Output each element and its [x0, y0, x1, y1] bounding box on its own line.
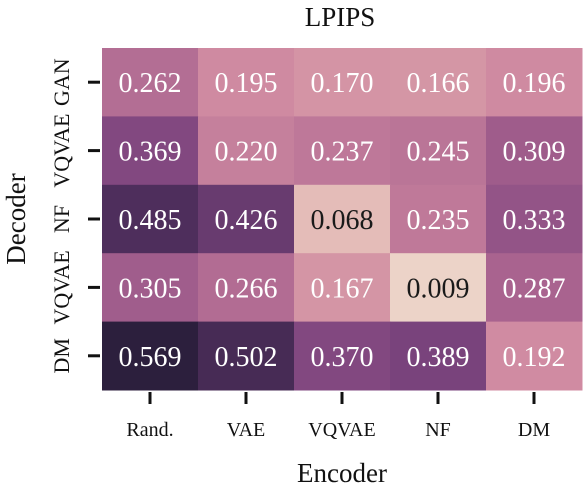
- x-axis-label: Encoder: [297, 458, 387, 488]
- y-tick-label: VQVAE: [49, 250, 74, 324]
- chart-title: LPIPS: [305, 2, 376, 32]
- heatmap-cell: [390, 48, 487, 117]
- cell-value-label: 0.235: [407, 205, 470, 236]
- y-axis: GAN VQVAE NF VQVAE DM: [49, 58, 100, 374]
- heatmap-cells: 0.262 0.195 0.170 0.166 0.196 0.369 0.220 0.237…: [102, 48, 583, 391]
- cell-value-label: 0.166: [407, 68, 470, 99]
- cell-value-label: 0.245: [407, 137, 470, 168]
- cell-value-label: 0.426: [215, 205, 278, 236]
- cell-value-label: 0.068: [311, 205, 374, 236]
- cell-value-label: 0.333: [503, 205, 566, 236]
- heatmap-cell: [294, 253, 391, 323]
- heatmap-cell: [198, 48, 295, 117]
- heatmap-cell: [102, 253, 199, 323]
- heatmap-cell: [486, 184, 583, 254]
- heatmap-cell: [390, 253, 487, 323]
- x-tick-label: VAE: [227, 419, 266, 441]
- cell-value-label: 0.389: [407, 342, 470, 373]
- heatmap-cell: [102, 48, 199, 117]
- cell-value-label: 0.220: [215, 137, 278, 168]
- cell-value-label: 0.569: [119, 342, 182, 373]
- y-tick-label: NF: [49, 205, 74, 233]
- y-tick-label: GAN: [49, 58, 74, 106]
- heatmap-cell: [486, 48, 583, 117]
- cell-value-label: 0.266: [215, 273, 278, 304]
- cell-value-label: 0.195: [215, 68, 278, 99]
- cell-value-label: 0.305: [119, 273, 182, 304]
- heatmap-cell: [390, 116, 487, 186]
- cell-value-label: 0.370: [311, 342, 374, 373]
- x-tick-label: NF: [425, 419, 451, 441]
- heatmap-cell: [486, 321, 583, 391]
- heatmap-cell: [198, 184, 295, 254]
- heatmap-cell: [198, 321, 295, 391]
- heatmap-cell: [486, 116, 583, 186]
- heatmap-cell: [198, 253, 295, 323]
- heatmap-cell: [294, 321, 391, 391]
- cell-value-label: 0.237: [311, 137, 374, 168]
- cell-value-label: 0.262: [119, 68, 182, 99]
- y-axis-label: Decoder: [1, 173, 31, 264]
- cell-value-label: 0.287: [503, 273, 566, 304]
- heatmap-cell: [486, 253, 583, 323]
- heatmap-cell: [390, 184, 487, 254]
- heatmap-cell: [294, 116, 391, 186]
- x-tick-label: Rand.: [126, 419, 173, 441]
- heatmap-cell: [102, 116, 199, 186]
- cell-value-label: 0.170: [311, 68, 374, 99]
- cell-value-label: 0.192: [503, 342, 566, 373]
- cell-value-label: 0.369: [119, 137, 182, 168]
- heatmap-cell: [294, 48, 391, 117]
- cell-value-label: 0.167: [311, 273, 374, 304]
- cell-value-label: 0.502: [215, 342, 278, 373]
- heatmap-cell: [294, 184, 391, 254]
- heatmap-cell: [102, 321, 199, 391]
- y-tick-label: DM: [49, 338, 74, 373]
- heatmap-cell: [390, 321, 487, 391]
- x-axis: Rand. VAE VQVAE NF DM: [126, 392, 550, 441]
- y-tick-label: VQVAE: [49, 114, 74, 188]
- cell-value-label: 0.485: [119, 205, 182, 236]
- cell-value-label: 0.309: [503, 137, 566, 168]
- cell-value-label: 0.009: [407, 273, 470, 304]
- x-tick-label: VQVAE: [308, 419, 375, 441]
- x-tick-label: DM: [518, 419, 550, 441]
- cell-value-label: 0.196: [503, 68, 566, 99]
- heatmap-cell: [102, 184, 199, 254]
- heatmap-cell: [198, 116, 295, 186]
